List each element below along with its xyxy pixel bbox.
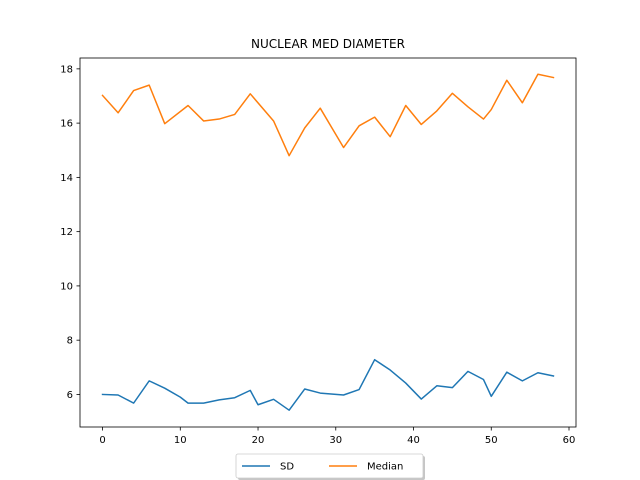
x-tick-label: 40 <box>407 435 420 446</box>
axes: 0 10 20 30 40 50 60 6 8 10 12 14 16 18 <box>60 57 577 446</box>
x-tick-label: 30 <box>329 435 342 446</box>
y-tick-label: 14 <box>60 173 73 184</box>
x-tick-label: 50 <box>485 435 498 446</box>
y-tick-label: 16 <box>60 119 73 130</box>
x-tick-label: 60 <box>563 435 576 446</box>
y-tick-label: 8 <box>67 336 73 347</box>
chart-title: NUCLEAR MED DIAMETER <box>251 37 405 51</box>
series-line-sd <box>101 358 555 411</box>
x-tick-label: 20 <box>252 435 265 446</box>
axes-frame <box>79 57 577 428</box>
legend-label-sd: SD <box>280 462 294 473</box>
y-tick-label: 12 <box>60 227 73 238</box>
y-tick-label: 10 <box>60 281 73 292</box>
legend: SD Median <box>235 453 425 480</box>
y-tick-label: 6 <box>67 390 73 401</box>
legend-label-median: Median <box>367 462 403 473</box>
x-tick-label: 10 <box>174 435 187 446</box>
plot-area <box>101 73 555 411</box>
y-tick-label: 18 <box>60 64 73 75</box>
x-tick-label: 0 <box>99 435 105 446</box>
series-line-median <box>101 73 555 157</box>
